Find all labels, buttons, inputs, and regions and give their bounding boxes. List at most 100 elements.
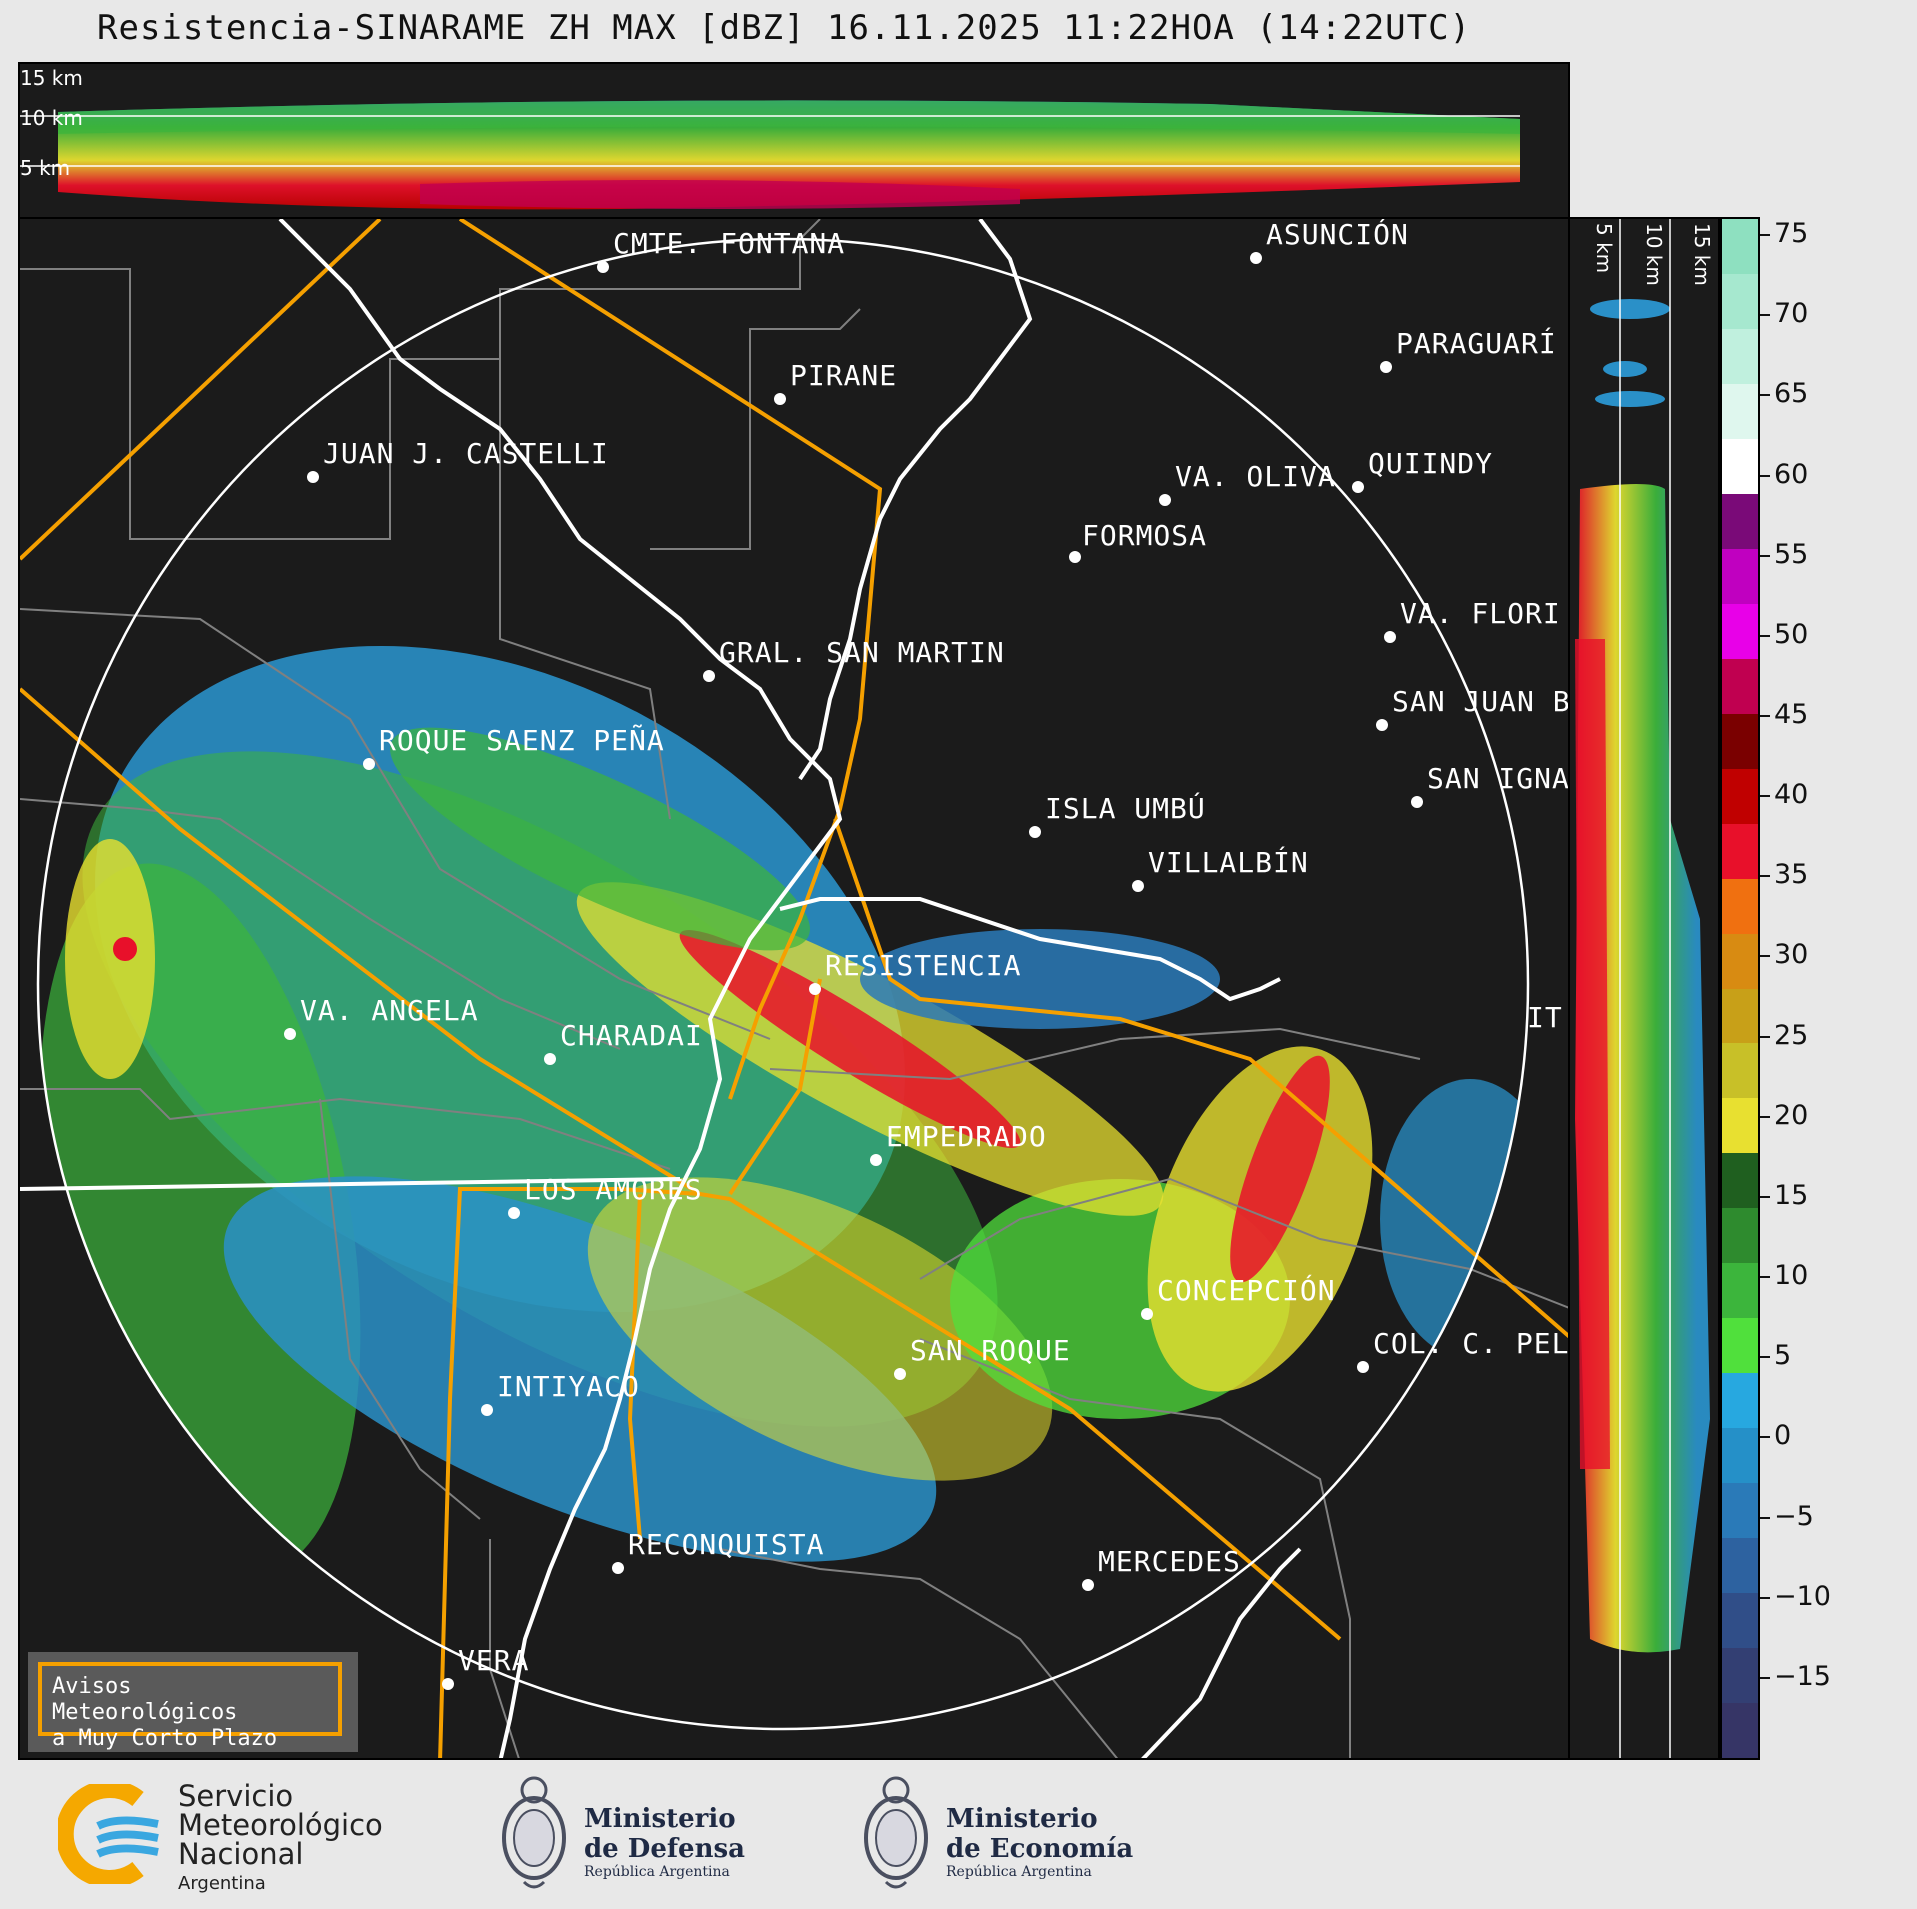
- colorbar-segment: [1722, 1208, 1758, 1265]
- svg-text:LOS AMORES: LOS AMORES: [524, 1173, 703, 1206]
- svg-text:VA. ANGELA: VA. ANGELA: [300, 994, 479, 1027]
- colorbar-tick-mark: [1760, 1516, 1770, 1519]
- side-height-label-10: 10 km: [1642, 223, 1666, 286]
- side-height-label-15: 15 km: [1690, 223, 1714, 286]
- smn-line-3: Nacional: [178, 1837, 304, 1871]
- colorbar-tick-mark: [1760, 1356, 1770, 1359]
- city-cmte-fontana: CMTE. FONTANA: [597, 227, 845, 273]
- colorbar-segment: [1722, 1483, 1758, 1540]
- colorbar-segment: [1722, 1648, 1758, 1705]
- city-mercedes: MERCEDES: [1082, 1545, 1240, 1591]
- colorbar-tick-mark: [1760, 795, 1770, 798]
- side-cross-section-svg: [1575, 219, 1710, 1758]
- colorbar-segment: [1722, 1428, 1758, 1485]
- defensa-coat-of-arms-icon: [502, 1776, 566, 1889]
- colorbar-segment: [1722, 1098, 1758, 1155]
- colorbar-tick-label: 55: [1774, 538, 1809, 570]
- colorbar-segment: [1722, 1263, 1758, 1320]
- colorbar-segment: [1722, 933, 1758, 990]
- defensa-line-1: Ministerio: [584, 1804, 736, 1834]
- smn-logo-text: Servicio Meteorológico Nacional Argentin…: [178, 1782, 383, 1898]
- colorbar-tick-label: 20: [1774, 1099, 1809, 1131]
- colorbar-segment: [1722, 1538, 1758, 1595]
- svg-text:VA. FLORI: VA. FLORI: [1400, 597, 1561, 630]
- smn-line-1: Servicio: [178, 1779, 294, 1813]
- economia-line-2: de Economía: [946, 1834, 1134, 1864]
- page-title: Resistencia-SINARAME ZH MAX [dBZ] 16.11.…: [97, 8, 1472, 48]
- city-va-oliva: VA. OLIVA: [1159, 460, 1336, 506]
- economia-logo-text: Ministerio de Economía República Argenti…: [946, 1804, 1133, 1880]
- defensa-line-3: República Argentina: [584, 1864, 730, 1880]
- colorbar-tick-label: 15: [1774, 1179, 1809, 1211]
- colorbar-tick-label: −10: [1774, 1580, 1831, 1612]
- svg-text:ASUNCIÓN: ASUNCIÓN: [1266, 219, 1409, 251]
- legend-text: Avisos Meteorológicos a Muy Corto Plazo: [38, 1662, 342, 1751]
- international-borders: [20, 219, 1302, 1758]
- city-villalbin: VILLALBÍN: [1132, 845, 1308, 892]
- colorbar-segment: [1722, 328, 1758, 385]
- colorbar-segment: [1722, 768, 1758, 825]
- city-va-flori: VA. FLORI: [1384, 597, 1561, 643]
- city-it: IT: [1527, 1001, 1563, 1034]
- colorbar-tick-mark: [1760, 955, 1770, 958]
- city-resistencia: RESISTENCIA: [809, 949, 1020, 995]
- colorbar-tick-label: 35: [1774, 859, 1809, 891]
- economia-line-3: República Argentina: [946, 1864, 1092, 1880]
- svg-text:ISLA UMBÚ: ISLA UMBÚ: [1045, 791, 1206, 825]
- legend-line-2: a Muy Corto Plazo: [52, 1726, 278, 1751]
- svg-text:FORMOSA: FORMOSA: [1082, 519, 1207, 552]
- svg-text:RECONQUISTA: RECONQUISTA: [628, 1528, 824, 1561]
- side-echo-core: [1575, 639, 1610, 1469]
- side-height-label-5: 5 km: [1592, 223, 1616, 274]
- range-ring: [36, 237, 1530, 1731]
- department-boundaries: [20, 219, 1568, 1758]
- radar-map-svg: CMTE. FONTANA ASUNCIÓN PARAGUARÍ PIRANE …: [20, 219, 1568, 1758]
- top-echo-upper: [58, 100, 1520, 134]
- colorbar-segment: [1722, 603, 1758, 660]
- colorbar-tick-label: 10: [1774, 1260, 1809, 1292]
- svg-text:VERA: VERA: [458, 1644, 529, 1677]
- colorbar-tick-label: 65: [1774, 378, 1809, 410]
- city-reconquista: RECONQUISTA: [612, 1528, 824, 1574]
- colorbar-segment: [1722, 823, 1758, 880]
- colorbar-tick-label: 60: [1774, 458, 1809, 490]
- colorbar-tick-label: 75: [1774, 218, 1809, 250]
- colorbar-tick-mark: [1760, 1436, 1770, 1439]
- svg-text:CMTE. FONTANA: CMTE. FONTANA: [613, 227, 845, 260]
- radar-map: CMTE. FONTANA ASUNCIÓN PARAGUARÍ PIRANE …: [18, 217, 1570, 1760]
- colorbar-tick-mark: [1760, 1035, 1770, 1038]
- colorbar-tick-mark: [1760, 394, 1770, 397]
- city-san-roque: SAN ROQUE: [894, 1334, 1070, 1380]
- colorbar-tick-label: 40: [1774, 779, 1809, 811]
- colorbar-tick-label: 5: [1774, 1340, 1792, 1372]
- svg-text:ROQUE SAENZ PEÑA: ROQUE SAENZ PEÑA: [379, 723, 665, 757]
- economia-coat-of-arms-icon: [864, 1776, 928, 1889]
- city-intiyaco: INTIYACO: [481, 1370, 640, 1416]
- colorbar-tick-mark: [1760, 1676, 1770, 1679]
- smn-line-2: Meteorológico: [178, 1808, 383, 1842]
- colorbar-tick-label: 45: [1774, 698, 1809, 730]
- svg-text:INTIYACO: INTIYACO: [497, 1370, 640, 1403]
- svg-text:CHARADAI: CHARADAI: [560, 1019, 703, 1052]
- svg-text:IT: IT: [1527, 1001, 1563, 1034]
- colorbar-segment: [1722, 1373, 1758, 1430]
- defensa-logo-text: Ministerio de Defensa República Argentin…: [584, 1804, 745, 1880]
- colorbar-tick-label: 30: [1774, 939, 1809, 971]
- city-vera: VERA: [442, 1644, 529, 1690]
- colorbar-segment: [1722, 219, 1758, 275]
- smn-line-4: Argentina: [178, 1873, 266, 1894]
- svg-text:PARAGUARÍ: PARAGUARÍ: [1396, 326, 1557, 360]
- colorbar: [1720, 217, 1760, 1760]
- city-charadai: CHARADAI: [544, 1019, 703, 1065]
- legend-box: Avisos Meteorológicos a Muy Corto Plazo: [28, 1652, 358, 1752]
- colorbar-segment: [1722, 1593, 1758, 1650]
- city-san-igna: SAN IGNA: [1411, 762, 1568, 808]
- colorbar-segment: [1722, 548, 1758, 605]
- city-isla-umbu: ISLA UMBÚ: [1029, 791, 1206, 838]
- svg-text:VA. OLIVA: VA. OLIVA: [1175, 460, 1336, 493]
- colorbar-segment: [1722, 658, 1758, 715]
- colorbar-tick-mark: [1760, 634, 1770, 637]
- roads: [20, 219, 1568, 1758]
- side-cross-section: 5 km 10 km 15 km: [1568, 217, 1720, 1760]
- city-formosa: FORMOSA: [1069, 519, 1207, 563]
